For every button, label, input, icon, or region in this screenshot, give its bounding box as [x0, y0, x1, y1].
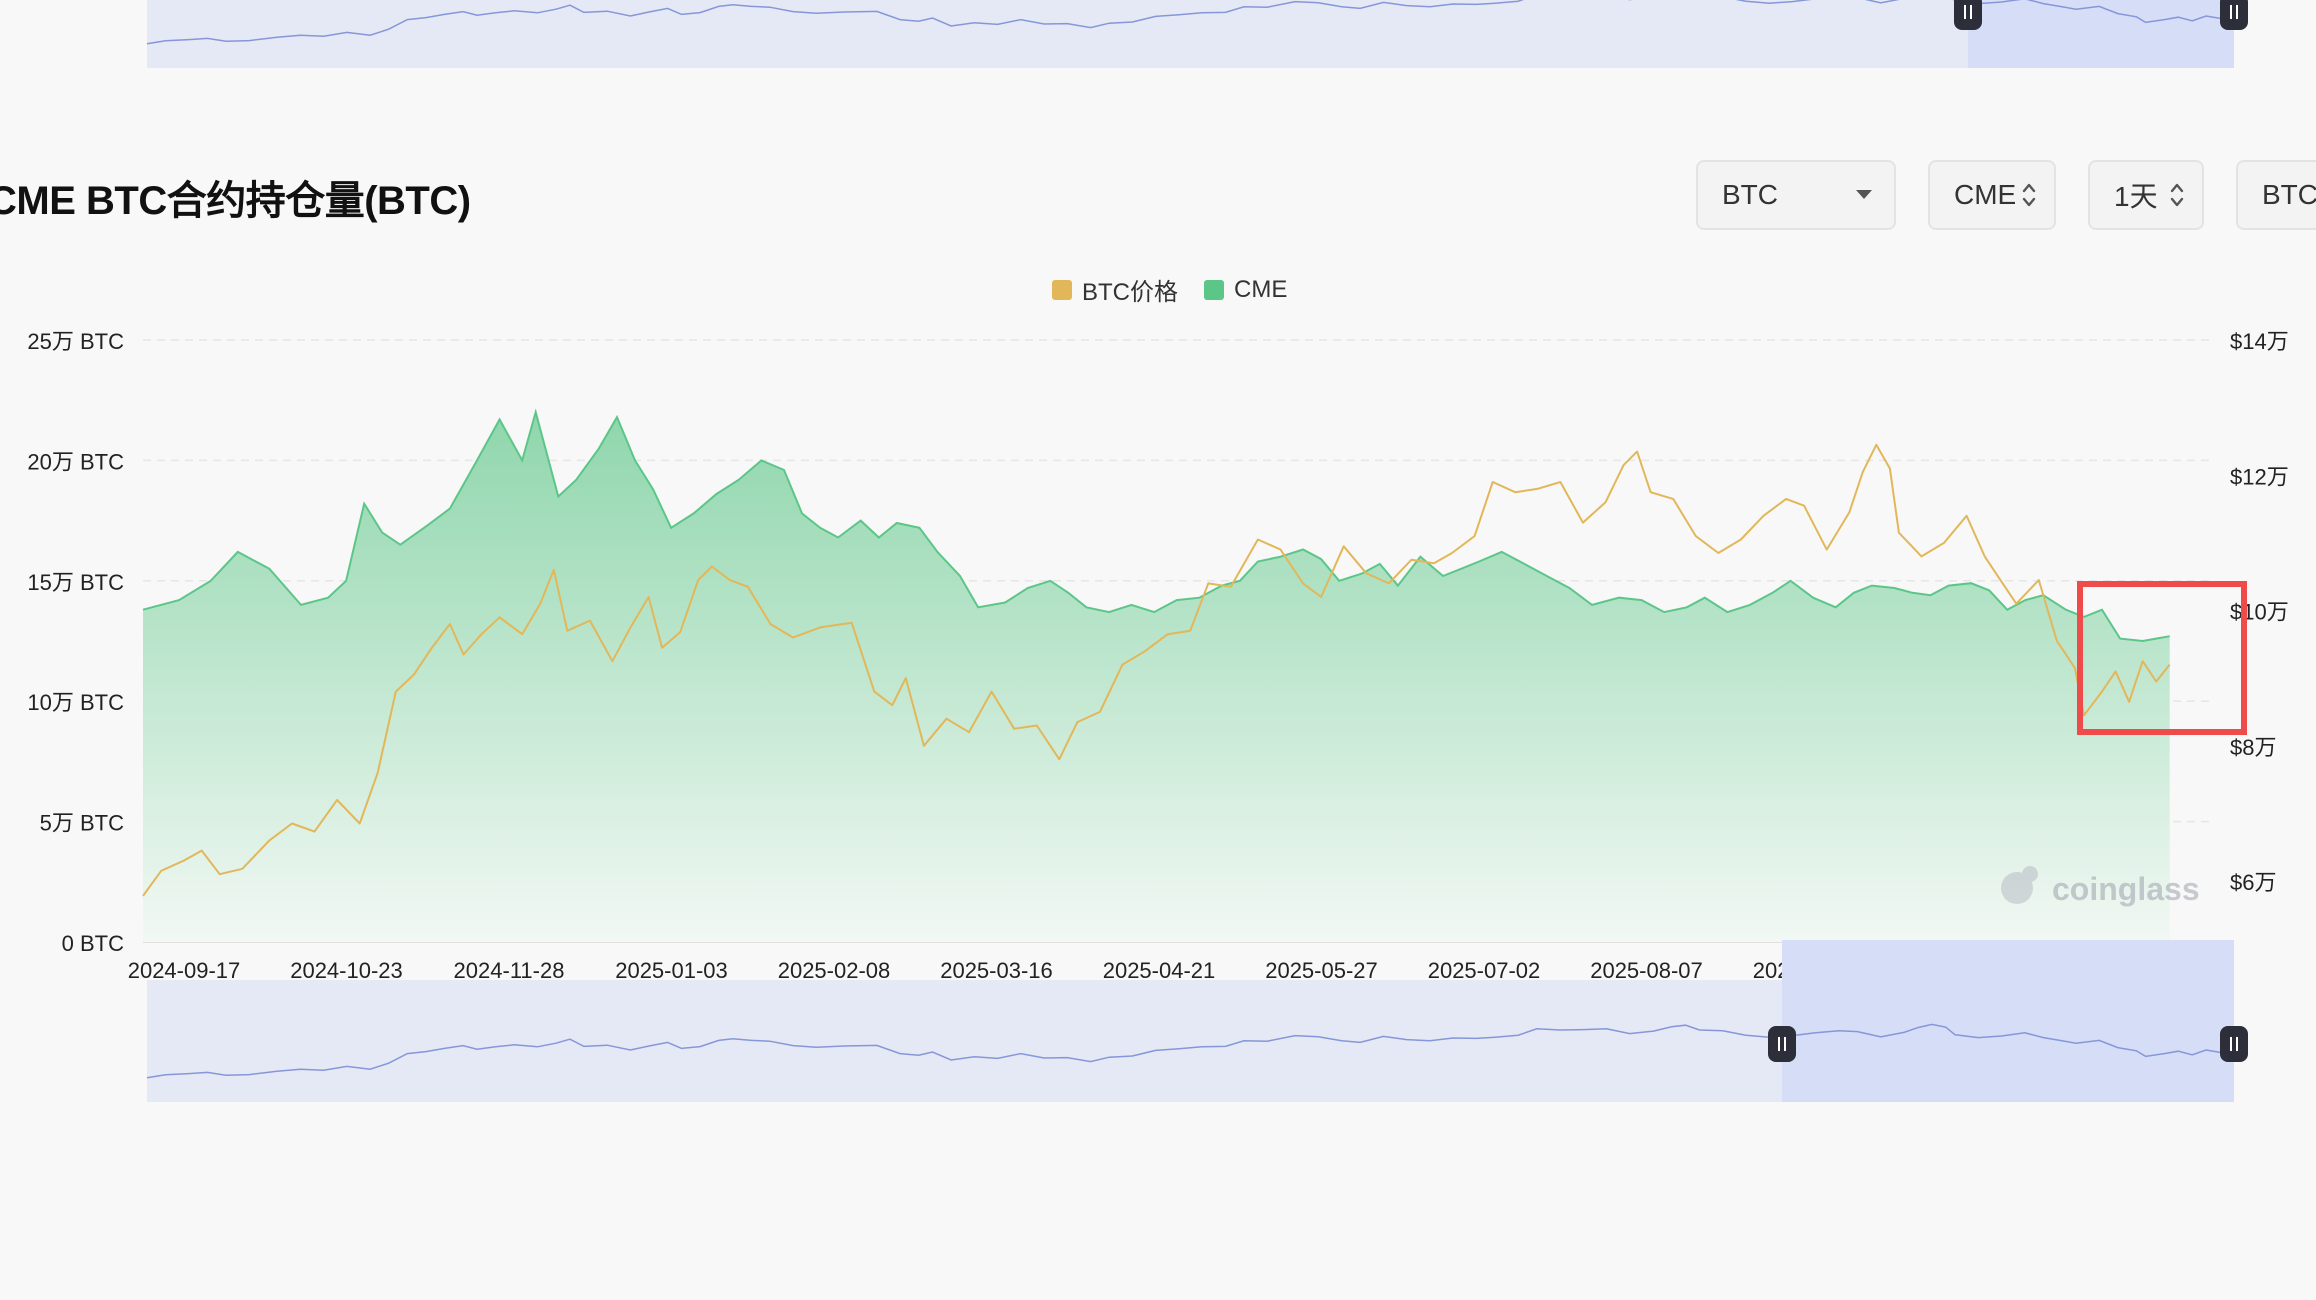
- up-down-icon: [2022, 183, 2036, 207]
- main-chart[interactable]: 0 BTC 5万 BTC 10万 BTC 15万 BTC 20万 BTC 25万 BTC $…: [0, 300, 2316, 1300]
- bottom-navigator[interactable]: [0, 940, 2316, 1102]
- highlight-box: [2077, 581, 2247, 735]
- unit-select-value: BTC: [2262, 179, 2316, 210]
- series-cme-area: [143, 412, 2170, 942]
- y-left-tick-label: 10万 BTC: [27, 690, 124, 715]
- legend-label-oi: CME: [1234, 275, 1288, 303]
- unit-select[interactable]: BTC: [2236, 160, 2316, 230]
- navigator-line: [146, 1023, 2235, 1079]
- legend-swatch-price: [1052, 279, 1072, 300]
- x-tick-label: 2024-10-23: [290, 958, 403, 983]
- coin-select-value: BTC: [1722, 179, 1778, 210]
- top-navigator[interactable]: [0, 0, 2316, 80]
- navigator-handle-left[interactable]: [1768, 1026, 1796, 1062]
- y-right-tick-label: $12万: [2230, 464, 2289, 489]
- y-right-tick-label: $6万: [2230, 870, 2276, 895]
- legend-item-oi[interactable]: CME: [1204, 276, 1287, 304]
- y-left-tick-label: 20万 BTC: [27, 449, 124, 474]
- caret-down-icon: [1856, 190, 1872, 199]
- navigator-line: [146, 0, 2235, 45]
- x-tick-label: 2024-09-17: [128, 958, 241, 983]
- coin-select[interactable]: BTC: [1696, 160, 1896, 230]
- x-tick-label: 2025-02-08: [778, 958, 891, 983]
- x-tick-label: 2025-03-16: [940, 958, 1053, 983]
- x-tick-label: 2025-08-07: [1590, 958, 1703, 983]
- y-right-tick-label: $10万: [2230, 600, 2289, 625]
- x-tick-label: 2025-04-21: [1103, 958, 1216, 983]
- navigator-handle-left[interactable]: [1954, 0, 1982, 30]
- x-tick-label: 2025-05-27: [1265, 958, 1378, 983]
- exchange-select[interactable]: CME: [1928, 160, 2056, 230]
- coinglass-logo-icon: [2022, 866, 2038, 882]
- chart-title: CME BTC合约持仓量(BTC): [0, 179, 471, 223]
- navigator-selection[interactable]: [1968, 0, 2234, 68]
- x-tick-label: 2025-07-02: [1428, 958, 1541, 983]
- up-down-icon: [2170, 183, 2184, 207]
- y-left-tick-label: 25万 BTC: [27, 329, 124, 354]
- y-right-tick-label: $14万: [2230, 329, 2289, 354]
- x-tick-label: 2025-01-03: [615, 958, 728, 983]
- y-left-tick-label: 15万 BTC: [27, 570, 124, 595]
- series-cme-line: [142, 408, 2170, 643]
- y-left-tick-label: 5万 BTC: [40, 811, 124, 836]
- chart-page: CME BTC合约持仓量(BTC) BTC CME 1天 BTC BTC价格 C…: [0, 0, 2316, 1102]
- navigator-track: [147, 0, 2234, 68]
- y-left-tick-label: 0 BTC: [62, 931, 124, 956]
- legend-label-price: BTC价格: [1082, 279, 1178, 306]
- y-right-tick-label: $8万: [2230, 735, 2276, 760]
- legend-swatch-oi: [1204, 279, 1224, 300]
- exchange-select-value: CME: [1954, 179, 2017, 210]
- navigator-selection[interactable]: [1782, 940, 2234, 1102]
- watermark-text: coinglass: [2052, 871, 2200, 907]
- x-tick-label: 2024-11-28: [454, 958, 565, 983]
- navigator-handle-right[interactable]: [2220, 0, 2248, 30]
- chart-legend: BTC价格 CME: [1052, 272, 1301, 307]
- coinglass-watermark: coinglass: [2001, 866, 2200, 907]
- interval-select-value: 1天: [2114, 181, 2158, 212]
- interval-select[interactable]: 1天: [2088, 160, 2204, 230]
- legend-item-price[interactable]: BTC价格: [1052, 272, 1178, 307]
- navigator-handle-right[interactable]: [2220, 1026, 2248, 1062]
- series-btc-price-line: [142, 443, 2171, 897]
